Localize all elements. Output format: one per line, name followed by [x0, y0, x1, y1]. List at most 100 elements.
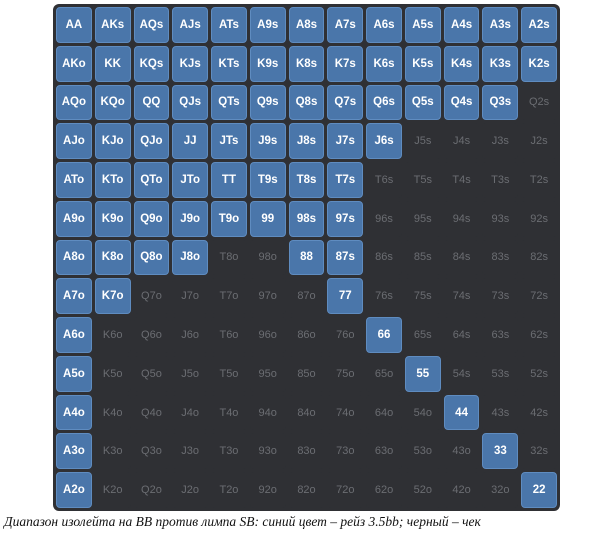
- hand-cell-QQ: QQ: [133, 84, 170, 121]
- hand-cell-T9o: T9o: [211, 200, 247, 237]
- hand-cell-Q3s: Q3s: [482, 84, 519, 121]
- hand-cell-QTo: QTo: [133, 162, 170, 198]
- hand-cell-T4o: T4o: [211, 394, 247, 431]
- hand-cell-77: 77: [327, 278, 364, 315]
- hand-cell-J7s: J7s: [327, 123, 364, 160]
- range-caption: Диапазон изолейта на BB против лимпа SB:…: [4, 514, 481, 529]
- hand-cell-J6o: J6o: [172, 317, 209, 353]
- hand-cell-KTo: KTo: [94, 162, 131, 198]
- hand-cell-Q4o: Q4o: [133, 394, 170, 431]
- hand-cell-T3s: T3s: [482, 162, 519, 198]
- hand-cell-Q2s: Q2s: [521, 84, 557, 121]
- hand-grid: AA AKs AQs AJs ATs A9s A8s A7s A6s A5s A4s A3s A2s AK…: [56, 7, 557, 508]
- hand-cell-76s: 76s: [366, 278, 402, 315]
- hand-cell-T6o: T6o: [211, 317, 247, 353]
- hand-cell-K7s: K7s: [327, 45, 364, 82]
- hand-cell-97s: 97s: [327, 200, 364, 237]
- hand-cell-97o: 97o: [249, 278, 286, 315]
- hand-cell-Q8s: Q8s: [288, 84, 325, 121]
- hand-cell-J3o: J3o: [172, 433, 209, 470]
- hand-cell-JTs: JTs: [211, 123, 247, 160]
- hand-cell-T8s: T8s: [288, 162, 325, 198]
- hand-cell-KK: KK: [94, 45, 131, 82]
- hand-cell-AJo: AJo: [56, 123, 92, 160]
- hand-cell-88: 88: [288, 239, 325, 276]
- hand-cell-95s: 95s: [404, 200, 441, 237]
- hand-cell-93s: 93s: [482, 200, 519, 237]
- hand-cell-84s: 84s: [443, 239, 480, 276]
- hand-cell-72o: 72o: [327, 472, 364, 508]
- hand-cell-82s: 82s: [521, 239, 557, 276]
- hand-cell-95o: 95o: [249, 355, 286, 392]
- hand-cell-J9o: J9o: [172, 200, 209, 237]
- hand-cell-J7o: J7o: [172, 278, 209, 315]
- hand-cell-94o: 94o: [249, 394, 286, 431]
- hand-cell-99: 99: [249, 200, 286, 237]
- hand-cell-64o: 64o: [366, 394, 402, 431]
- hand-cell-98o: 98o: [249, 239, 286, 276]
- hand-cell-A9s: A9s: [249, 7, 286, 43]
- hand-cell-84o: 84o: [288, 394, 325, 431]
- hand-cell-94s: 94s: [443, 200, 480, 237]
- hand-cell-T2s: T2s: [521, 162, 557, 198]
- hand-cell-J2o: J2o: [172, 472, 209, 508]
- hand-cell-64s: 64s: [443, 317, 480, 353]
- hand-cell-44: 44: [443, 394, 480, 431]
- hand-cell-Q7o: Q7o: [133, 278, 170, 315]
- hand-cell-QTs: QTs: [211, 84, 247, 121]
- hand-cell-QJs: QJs: [172, 84, 209, 121]
- hand-cell-Q8o: Q8o: [133, 239, 170, 276]
- hand-cell-J3s: J3s: [482, 123, 519, 160]
- hand-cell-74o: 74o: [327, 394, 364, 431]
- hand-cell-AA: AA: [56, 7, 92, 43]
- hand-cell-Q2o: Q2o: [133, 472, 170, 508]
- hand-cell-K6s: K6s: [366, 45, 402, 82]
- hand-cell-K9o: K9o: [94, 200, 131, 237]
- hand-cell-93o: 93o: [249, 433, 286, 470]
- hand-cell-T2o: T2o: [211, 472, 247, 508]
- hand-cell-J8o: J8o: [172, 239, 209, 276]
- hand-cell-J4o: J4o: [172, 394, 209, 431]
- hand-cell-83o: 83o: [288, 433, 325, 470]
- hand-cell-Q9o: Q9o: [133, 200, 170, 237]
- hand-cell-74s: 74s: [443, 278, 480, 315]
- hand-cell-K2s: K2s: [521, 45, 557, 82]
- hand-cell-Q6o: Q6o: [133, 317, 170, 353]
- hand-cell-J6s: J6s: [366, 123, 402, 160]
- hand-cell-43o: 43o: [443, 433, 480, 470]
- hand-cell-75o: 75o: [327, 355, 364, 392]
- hand-cell-T9s: T9s: [249, 162, 286, 198]
- hand-cell-73o: 73o: [327, 433, 364, 470]
- hand-cell-72s: 72s: [521, 278, 557, 315]
- hand-cell-T6s: T6s: [366, 162, 402, 198]
- hand-cell-A3s: A3s: [482, 7, 519, 43]
- hand-cell-Q5o: Q5o: [133, 355, 170, 392]
- hand-cell-A2o: A2o: [56, 472, 92, 508]
- hand-cell-85s: 85s: [404, 239, 441, 276]
- hand-cell-T7s: T7s: [327, 162, 364, 198]
- hand-cell-32o: 32o: [482, 472, 519, 508]
- hand-cell-Q6s: Q6s: [366, 84, 402, 121]
- hand-cell-87o: 87o: [288, 278, 325, 315]
- hand-cell-Q9s: Q9s: [249, 84, 286, 121]
- hand-cell-96s: 96s: [366, 200, 402, 237]
- hand-cell-22: 22: [521, 472, 557, 508]
- hand-cell-76o: 76o: [327, 317, 364, 353]
- hand-cell-T5o: T5o: [211, 355, 247, 392]
- hand-cell-T5s: T5s: [404, 162, 441, 198]
- hand-cell-J4s: J4s: [443, 123, 480, 160]
- hand-cell-K4s: K4s: [443, 45, 480, 82]
- hand-cell-K6o: K6o: [94, 317, 131, 353]
- hand-cell-J8s: J8s: [288, 123, 325, 160]
- hand-cell-63o: 63o: [366, 433, 402, 470]
- hand-cell-T8o: T8o: [211, 239, 247, 276]
- hand-cell-55: 55: [404, 355, 441, 392]
- hand-cell-A8s: A8s: [288, 7, 325, 43]
- hand-cell-K8o: K8o: [94, 239, 131, 276]
- hand-cell-54s: 54s: [443, 355, 480, 392]
- hand-cell-K7o: K7o: [94, 278, 131, 315]
- hand-cell-J9s: J9s: [249, 123, 286, 160]
- hand-cell-96o: 96o: [249, 317, 286, 353]
- hand-cell-A6s: A6s: [366, 7, 402, 43]
- hand-cell-Q3o: Q3o: [133, 433, 170, 470]
